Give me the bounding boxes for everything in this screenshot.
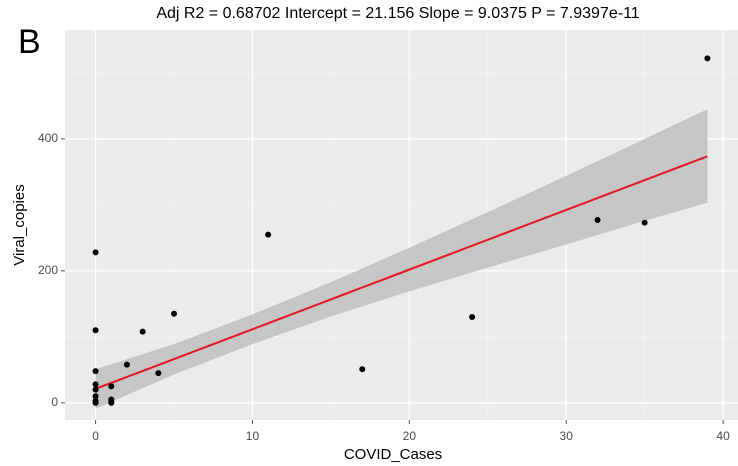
- point: [469, 314, 476, 321]
- point: [265, 231, 272, 238]
- chart-title: Adj R2 = 0.68702 Intercept = 21.156 Slop…: [156, 5, 639, 22]
- point: [92, 327, 99, 334]
- point: [594, 217, 601, 224]
- point: [704, 55, 711, 62]
- x-tick-label: 30: [560, 429, 574, 443]
- x-tick-label: 10: [246, 429, 260, 443]
- point: [92, 393, 99, 400]
- confidence-band: [95, 109, 708, 409]
- point: [359, 366, 366, 373]
- x-tick-label: 40: [716, 429, 730, 443]
- regression-line: [95, 155, 708, 390]
- point: [108, 398, 115, 405]
- point: [139, 328, 146, 335]
- point: [641, 219, 648, 226]
- point: [123, 361, 130, 368]
- x-tick-label: 20: [403, 429, 417, 443]
- y-tick-label: 400: [38, 131, 58, 145]
- y-tick-label: 200: [38, 263, 58, 277]
- point: [108, 383, 115, 390]
- panel-label: B: [18, 23, 41, 61]
- point: [92, 386, 99, 393]
- point: [92, 249, 99, 256]
- x-tick-label: 0: [92, 429, 99, 443]
- y-tick-label: 0: [51, 395, 58, 409]
- point: [92, 381, 99, 388]
- point: [92, 368, 99, 375]
- point: [171, 310, 178, 317]
- y-axis-title: Viral_copies: [11, 184, 28, 265]
- point: [155, 370, 162, 377]
- point: [92, 399, 99, 406]
- x-axis-title: COVID_Cases: [344, 446, 442, 463]
